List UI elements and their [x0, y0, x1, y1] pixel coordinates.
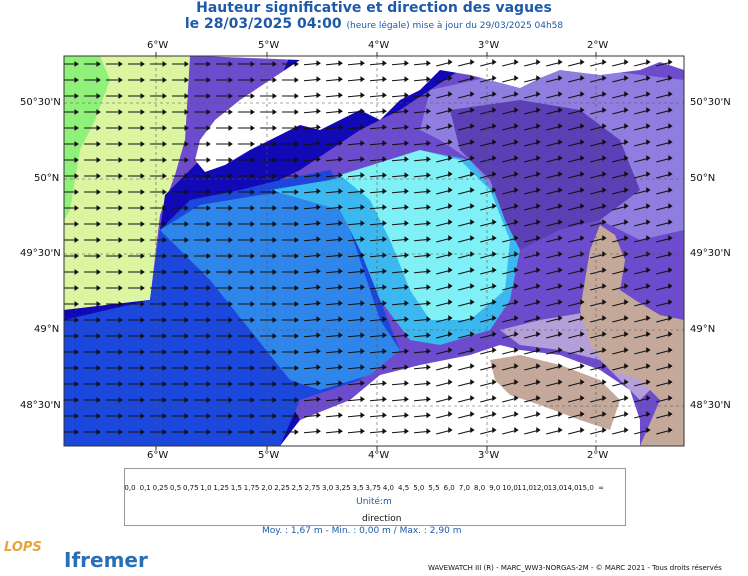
lat-label-right: 48°30'N — [690, 400, 731, 411]
update-info: (heure légale) mise à jour du 29/03/2025… — [346, 21, 564, 31]
lon-label-top: 4°W — [368, 40, 390, 51]
legend-value: 2,0 — [261, 484, 273, 492]
legend-value: 2,25 — [274, 484, 290, 492]
map-date: le 28/03/2025 04:00 — [184, 16, 342, 32]
graticule — [64, 56, 684, 446]
legend-value: 7,0 — [458, 484, 470, 492]
legend-value: 9,0 — [489, 484, 501, 492]
lon-label-bottom: 5°W — [258, 450, 280, 461]
legend-value: 0,75 — [183, 484, 199, 492]
legend-value: 0,25 — [152, 484, 169, 492]
land-brittany-shore — [490, 355, 620, 430]
map-title: Hauteur significative et direction des v… — [196, 0, 552, 16]
legend-value: 1,25 — [213, 484, 229, 492]
zone-deeppurple — [450, 100, 640, 250]
legend-value: 14,0 — [563, 484, 579, 492]
legend-value: 13,0 — [547, 484, 564, 492]
land-uk — [195, 56, 684, 172]
legend-value: 3,75 — [365, 484, 381, 492]
lon-label-bottom: 6°W — [147, 450, 169, 461]
legend-value: 3,25 — [335, 484, 351, 492]
lat-label-left: 50°N — [34, 173, 60, 184]
lon-label-top: 3°W — [478, 40, 500, 51]
legend-value: 12,0 — [532, 484, 549, 492]
lat-label-left: 50°30'N — [20, 97, 61, 108]
map-frame — [63, 55, 685, 447]
legend-value: 6,0 — [443, 484, 455, 492]
legend-value: 3,0 — [322, 484, 334, 492]
legend-value: 1,0 — [200, 484, 212, 492]
lat-label-right: 49°N — [690, 324, 716, 335]
legend-value: 0,0 — [124, 484, 136, 492]
legend-value: 10,0 — [502, 484, 518, 492]
lon-label-bottom: 4°W — [368, 450, 390, 461]
lon-label-top: 5°W — [258, 40, 280, 51]
legend-value: 4,0 — [382, 484, 394, 492]
lon-label-bottom: 3°W — [478, 450, 500, 461]
legend-unit: Unité:m — [356, 497, 392, 507]
legend-value: 1,75 — [243, 484, 260, 492]
ifremer-logo: Ifremer — [64, 548, 148, 572]
legend-value: 4,5 — [398, 484, 410, 492]
lon-label-bottom: 2°W — [587, 450, 609, 461]
legend-value: ∞ — [598, 484, 605, 492]
land-cotentin — [580, 225, 684, 446]
legend-value: 8,0 — [474, 484, 486, 492]
lon-label-top: 6°W — [147, 40, 169, 51]
legend-value: 1,5 — [230, 484, 242, 492]
legend-value: 5,5 — [428, 484, 440, 492]
legend-panel — [124, 468, 626, 526]
lat-label-right: 50°30'N — [690, 97, 731, 108]
legend-value: 2,75 — [304, 484, 321, 492]
lat-label-left: 48°30'N — [20, 400, 61, 411]
lat-label-right: 50°N — [690, 173, 716, 184]
lops-logo: LOPS — [4, 540, 42, 555]
legend-direction-label: direction — [362, 514, 402, 524]
lon-label-top: 2°W — [587, 40, 609, 51]
legend-value: 0,5 — [170, 484, 182, 492]
legend-value: 15,0 — [578, 484, 594, 492]
legend-stats: Moy. : 1,67 m - Min. : 0,00 m / Max. : 2… — [262, 526, 462, 536]
legend-value: 3,5 — [352, 484, 364, 492]
map-subtitle: le 28/03/2025 04:00 (heure légale) mise … — [0, 16, 748, 32]
direction-arrows — [64, 59, 673, 435]
credit-footer: WAVEWATCH III (R) - MARC_WW3-NORGAS-2M -… — [428, 564, 722, 572]
lat-label-left: 49°30'N — [20, 248, 61, 259]
legend-value: 0,1 — [139, 484, 151, 492]
lat-label-left: 49°N — [34, 324, 60, 335]
lat-label-right: 49°30'N — [690, 248, 731, 259]
legend-value: 5,0 — [413, 484, 425, 492]
swell-zone-west — [64, 56, 190, 310]
legend-value: 11,0 — [517, 484, 533, 492]
legend-value: 2,5 — [291, 484, 303, 492]
